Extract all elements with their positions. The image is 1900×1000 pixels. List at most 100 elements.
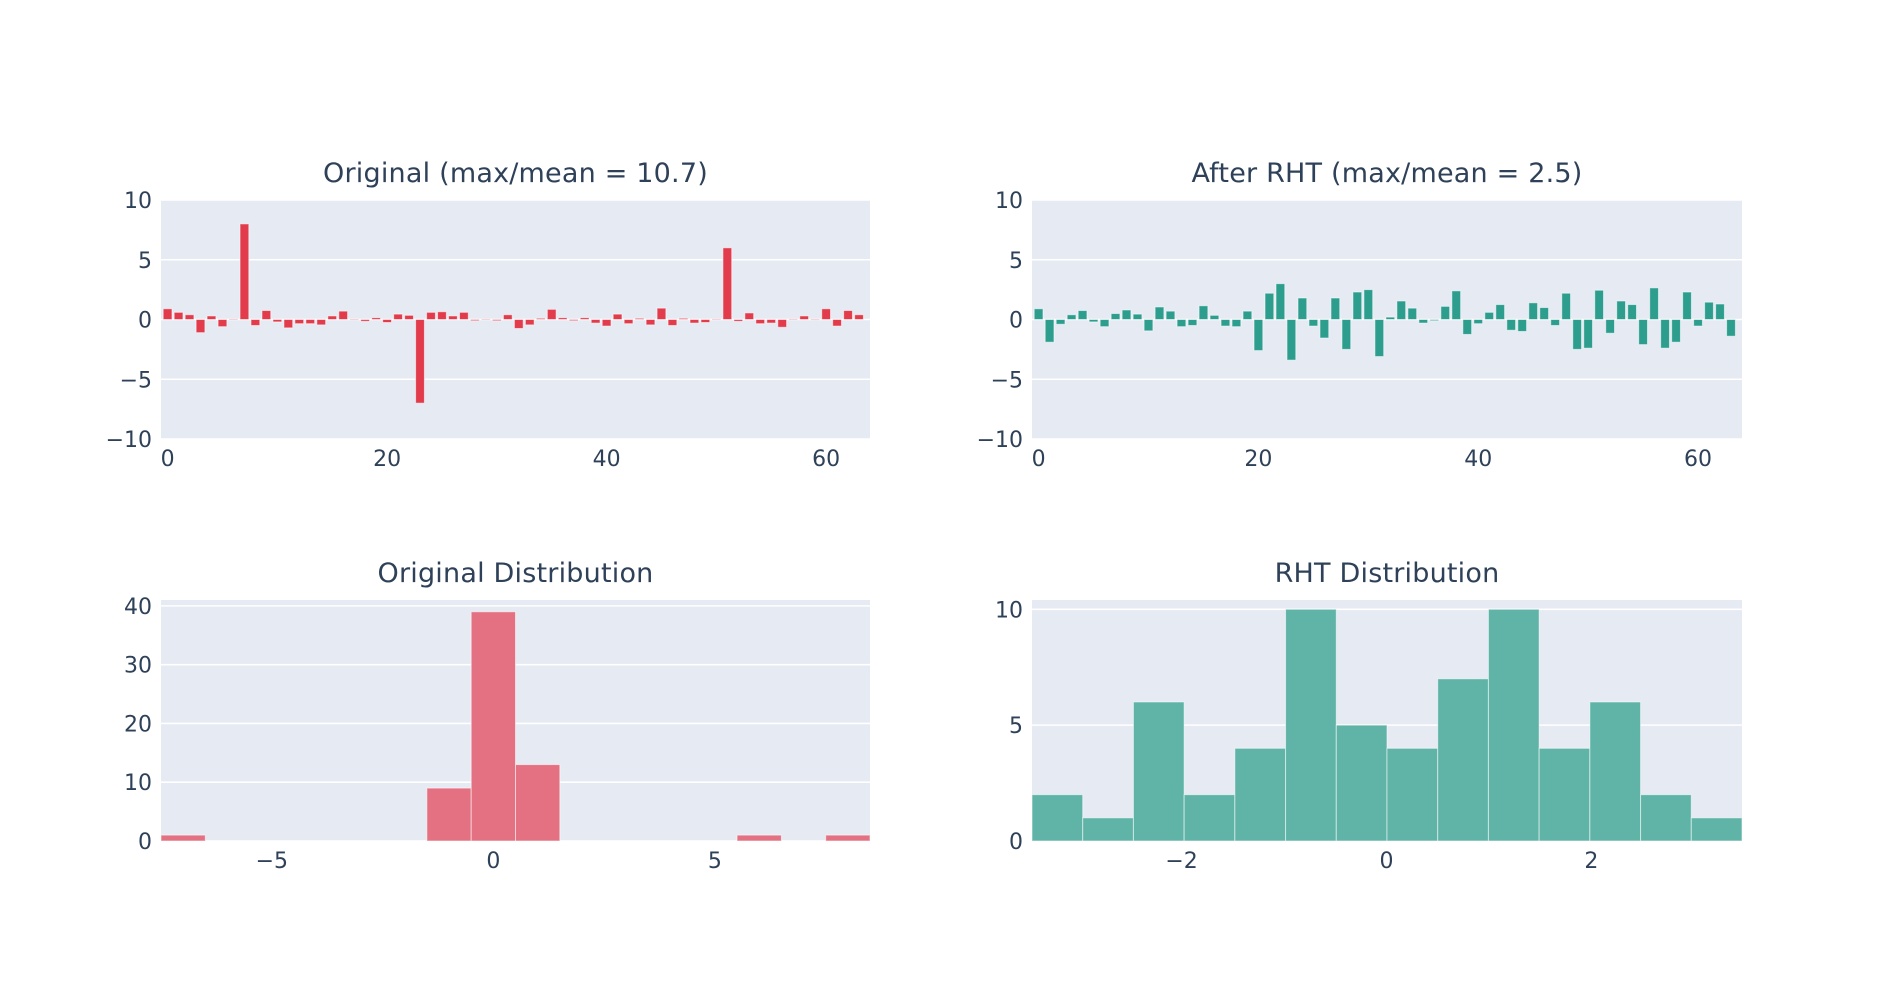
x-tick-label-0: 0 xyxy=(486,849,500,874)
original-signal-bar-11 xyxy=(283,319,294,329)
y-tick-label-0: 0 xyxy=(138,830,152,855)
rht-histogram-bin-10 xyxy=(1538,747,1591,842)
rht-signal-bar-38 xyxy=(1451,290,1462,321)
original-signal-bar-28 xyxy=(470,319,480,322)
rht-signal-bar-40 xyxy=(1473,319,1484,325)
original-histogram-bin-7 xyxy=(470,611,516,842)
y-tick-label--10: −10 xyxy=(977,428,1023,453)
original-signal-bar-42 xyxy=(623,319,634,325)
rht-histogram-bin-3 xyxy=(1183,794,1236,842)
rht-signal-bar-15 xyxy=(1198,305,1209,321)
rht-signal-bar-6 xyxy=(1099,319,1110,328)
y-tick-label-5: 5 xyxy=(1009,714,1023,739)
rht-signal-bar-43 xyxy=(1506,319,1517,331)
rht-signal-bar-21 xyxy=(1264,292,1275,320)
rht-signal-bar-44 xyxy=(1517,319,1528,332)
rht-signal-bar-54 xyxy=(1627,304,1637,320)
original-signal-bar-16 xyxy=(338,310,349,321)
y-tick-label--5: −5 xyxy=(991,368,1023,393)
rht-signal-bar-10 xyxy=(1143,319,1154,332)
rht-signal-bar-14 xyxy=(1187,319,1198,326)
original-signal-bar-9 xyxy=(261,310,272,321)
original-signal-bar-20 xyxy=(382,319,392,323)
y-tick-label--10: −10 xyxy=(106,428,152,453)
original-signal-bar-34 xyxy=(535,317,546,320)
original-signal-bar-17 xyxy=(349,319,360,321)
rht-signal-bar-46 xyxy=(1539,307,1550,320)
original-signal-bar-13 xyxy=(305,319,316,325)
x-tick-label-0: 0 xyxy=(1379,849,1393,874)
original-signal-bar-6 xyxy=(228,318,239,320)
rht-signal-bar-3 xyxy=(1066,314,1077,321)
y-tick-label-0: 0 xyxy=(1009,830,1023,855)
rht-signal-bar-42 xyxy=(1495,304,1506,320)
rht-signal-bar-16 xyxy=(1209,314,1220,321)
original-signal-bar-52 xyxy=(733,319,744,322)
x-tick-label-5: 5 xyxy=(708,849,722,874)
rht-signal-bar-7 xyxy=(1110,313,1121,320)
rht-histogram-bin-8 xyxy=(1437,678,1489,842)
chart-title-rht-distribution: RHT Distribution xyxy=(1274,558,1500,589)
x-tick-label-0: 0 xyxy=(1032,447,1046,472)
rht-signal-bar-45 xyxy=(1528,302,1539,320)
rht-signal-bar-52 xyxy=(1605,319,1616,334)
original-signal-bar-4 xyxy=(206,315,217,321)
rht-signal-bar-33 xyxy=(1396,300,1407,321)
y-tick-label-10: 10 xyxy=(995,189,1023,214)
original-signal-bar-22 xyxy=(404,314,414,321)
rht-signal-bar-55 xyxy=(1638,319,1648,346)
rht-histogram-bin-6 xyxy=(1335,724,1388,842)
y-tick-label-20: 20 xyxy=(124,712,152,737)
original-signal-bar-29 xyxy=(480,318,491,320)
rht-histogram-bin-4 xyxy=(1234,747,1287,842)
x-tick-label--2: −2 xyxy=(1165,849,1197,874)
original-signal-bar-49 xyxy=(700,319,711,323)
y-tick-label-10: 10 xyxy=(995,598,1023,623)
rht-signal-bar-1 xyxy=(1044,319,1055,343)
rht-signal-bar-39 xyxy=(1462,319,1473,335)
original-signal-bar-1 xyxy=(173,311,184,320)
rht-signal-bar-49 xyxy=(1572,319,1583,350)
original-signal-bar-25 xyxy=(437,311,447,321)
original-signal-bar-63 xyxy=(854,314,864,321)
y-tick-label-30: 30 xyxy=(124,654,152,679)
original-histogram-bin-8 xyxy=(515,764,561,842)
original-signal-bar-54 xyxy=(755,319,766,325)
rht-signal-bar-23 xyxy=(1286,319,1297,361)
original-signal-bar-36 xyxy=(557,317,568,320)
rht-signal-bar-59 xyxy=(1682,291,1692,321)
y-tick-label-10: 10 xyxy=(124,189,152,214)
original-signal-bar-62 xyxy=(843,310,853,321)
y-tick-label-10: 10 xyxy=(124,771,152,796)
rht-signal-bar-9 xyxy=(1132,313,1143,320)
original-signal-bar-48 xyxy=(689,319,700,324)
original-histogram-bin-13 xyxy=(736,834,782,842)
y-tick-label-5: 5 xyxy=(138,249,152,274)
rht-signal-bar-41 xyxy=(1484,311,1495,320)
x-tick-label-20: 20 xyxy=(1244,447,1272,472)
rht-histogram-bin-9 xyxy=(1487,608,1540,842)
original-signal-bar-37 xyxy=(568,319,579,322)
x-tick-label-40: 40 xyxy=(1464,447,1492,472)
original-signal-bar-30 xyxy=(491,319,502,322)
original-signal-bar-35 xyxy=(546,308,557,320)
rht-signal-bar-30 xyxy=(1363,289,1374,320)
original-signal-bar-14 xyxy=(316,319,327,326)
x-tick-label--5: −5 xyxy=(256,849,288,874)
y-tick-label-0: 0 xyxy=(1009,309,1023,334)
rht-signal-bar-51 xyxy=(1594,289,1605,321)
rht-signal-bar-48 xyxy=(1561,292,1572,320)
x-tick-label-60: 60 xyxy=(1684,447,1712,472)
x-tick-label-60: 60 xyxy=(812,447,840,472)
original-signal-bar-50 xyxy=(711,318,722,320)
original-histogram-bin-0 xyxy=(160,834,206,842)
original-signal-bar-53 xyxy=(744,312,755,320)
original-signal-bar-57 xyxy=(788,318,799,320)
y-tick-label-40: 40 xyxy=(124,595,152,620)
original-signal-bar-27 xyxy=(459,311,469,320)
rht-signal-bar-37 xyxy=(1440,305,1451,321)
original-signal-bar-24 xyxy=(426,311,436,320)
rht-histogram-bin-5 xyxy=(1285,608,1337,842)
original-signal-bar-15 xyxy=(327,315,338,321)
original-signal-bar-43 xyxy=(634,317,645,320)
